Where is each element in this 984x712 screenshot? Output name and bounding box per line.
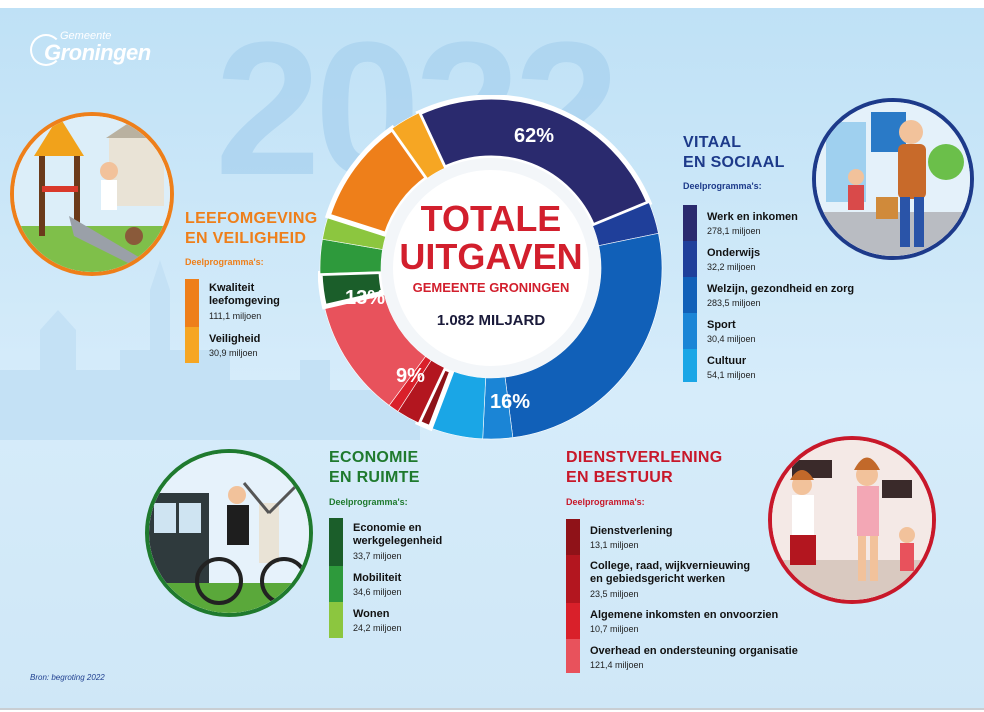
- section-title-dienstverlening: DIENSTVERLENING EN BESTUUR: [566, 448, 723, 488]
- legend-swatch: [683, 277, 697, 313]
- legend-swatch: [185, 327, 199, 363]
- section-sub-economie: Deelprogramma's:: [329, 497, 408, 507]
- legend-name: Sport: [707, 319, 736, 331]
- illustration-dienstverlening-art: [772, 440, 932, 600]
- legend-swatch: [683, 205, 697, 241]
- legend-value: 54,1 miljoen: [707, 370, 756, 380]
- legend-value: 10,7 miljoen: [590, 624, 639, 634]
- logo-big-text: Groningen: [44, 40, 151, 65]
- illustration-dienstverlening: [768, 436, 936, 604]
- legend-name: Welzijn, gezondheid en zorg: [707, 283, 855, 295]
- section-title-leefomgeving-line1: LEEFOMGEVING: [185, 210, 318, 227]
- legend-name: Mobiliteit: [353, 572, 402, 584]
- section-title-economie: ECONOMIE EN RUIMTE: [329, 448, 420, 488]
- legend-value: 121,4 miljoen: [590, 660, 644, 670]
- logo-small-text: Gemeente: [60, 30, 112, 42]
- illustration-economie-art: [149, 453, 309, 613]
- legend-swatch: [185, 279, 199, 327]
- percent-label-economie: 9%: [396, 365, 425, 387]
- illustration-economie: [145, 449, 313, 617]
- section-title-leefomgeving: LEEFOMGEVING EN VEILIGHEID: [185, 209, 318, 249]
- skyline-silhouette: [0, 260, 420, 440]
- legend-swatch: [329, 566, 343, 602]
- legend-name: Cultuur: [707, 355, 747, 367]
- legend-swatch: [683, 349, 697, 382]
- legend-name: Werk en inkomen: [707, 211, 798, 223]
- legend-value: 34,6 miljoen: [353, 587, 402, 597]
- legend-swatch: [566, 519, 580, 555]
- legend-name: Algemene inkomsten en onvoorzien: [590, 609, 779, 621]
- section-title-vitaal-line2: EN SOCIAAL: [683, 154, 785, 171]
- section-title-vitaal: VITAAL EN SOCIAAL: [683, 133, 785, 173]
- legend-name: Wonen: [353, 608, 390, 620]
- legend-name: Kwaliteit leefomgeving: [209, 282, 280, 307]
- chart-title-line1: TOTALE: [420, 198, 562, 239]
- percent-label-leefomgeving: 13%: [345, 287, 386, 309]
- legend-name: Onderwijs: [707, 247, 761, 259]
- legend-value: 278,1 miljoen: [707, 226, 761, 236]
- section-title-economie-line2: EN RUIMTE: [329, 469, 420, 486]
- legend-value: 283,5 miljoen: [707, 298, 761, 308]
- chart-subtitle: GEMEENTE GRONINGEN: [412, 280, 570, 295]
- donut-center-disc: [393, 170, 589, 366]
- legend-swatch: [329, 602, 343, 638]
- section-title-dienstverlening-line1: DIENSTVERLENING: [566, 449, 723, 466]
- legend-swatch: [683, 241, 697, 277]
- legend-name: Overhead en ondersteuning organisatie: [590, 645, 798, 657]
- legend-swatch: [566, 639, 580, 673]
- section-sub-vitaal: Deelprogramma's:: [683, 181, 762, 191]
- legend-swatch: [683, 313, 697, 349]
- illustration-vitaal-art: [816, 102, 970, 256]
- legend-value: 32,2 miljoen: [707, 262, 756, 272]
- percent-label-dienstverlening: 16%: [490, 391, 531, 413]
- legend-swatch: [566, 555, 580, 603]
- legend-name: College, raad, wijkvernieuwing en gebieds…: [590, 560, 751, 585]
- chart-title-line2: UITGAVEN: [399, 236, 583, 277]
- illustration-vitaal: [812, 98, 974, 260]
- legend-value: 111,1 miljoen: [209, 311, 262, 321]
- legend-value: 33,7 miljoen: [353, 551, 402, 561]
- legend-swatch: [566, 603, 580, 639]
- legend-swatch: [329, 518, 343, 566]
- legend-value: 30,4 miljoen: [707, 334, 756, 344]
- illustration-leefomgeving: [10, 112, 174, 276]
- legend-name: Economie en werkgelegenheid: [353, 522, 443, 547]
- legend-name: Veiligheid: [209, 333, 261, 345]
- percent-label-vitaal: 62%: [514, 125, 555, 147]
- bottom-rule: [0, 708, 984, 710]
- legend-value: 23,5 miljoen: [590, 589, 639, 599]
- section-title-vitaal-line1: VITAAL: [683, 134, 742, 151]
- illustration-leefomgeving-art: [14, 116, 170, 272]
- section-sub-dienstverlening: Deelprogramma's:: [566, 497, 645, 507]
- section-title-leefomgeving-line2: EN VEILIGHEID: [185, 230, 307, 247]
- legend-name: Dienstverlening: [590, 525, 673, 537]
- logo-ring-icon: [30, 34, 62, 66]
- section-title-economie-line1: ECONOMIE: [329, 449, 419, 466]
- legend-value: 30,9 miljoen: [209, 348, 258, 358]
- source-note: Bron: begroting 2022: [30, 673, 105, 682]
- section-sub-leefomgeving: Deelprogramma's:: [185, 257, 264, 267]
- chart-total: 1.082 MILJARD: [436, 312, 546, 329]
- section-title-dienstverlening-line2: EN BESTUUR: [566, 469, 674, 486]
- legend-value: 24,2 miljoen: [353, 623, 402, 633]
- donut-chart: [318, 95, 663, 440]
- legend-value: 13,1 miljoen: [590, 540, 639, 550]
